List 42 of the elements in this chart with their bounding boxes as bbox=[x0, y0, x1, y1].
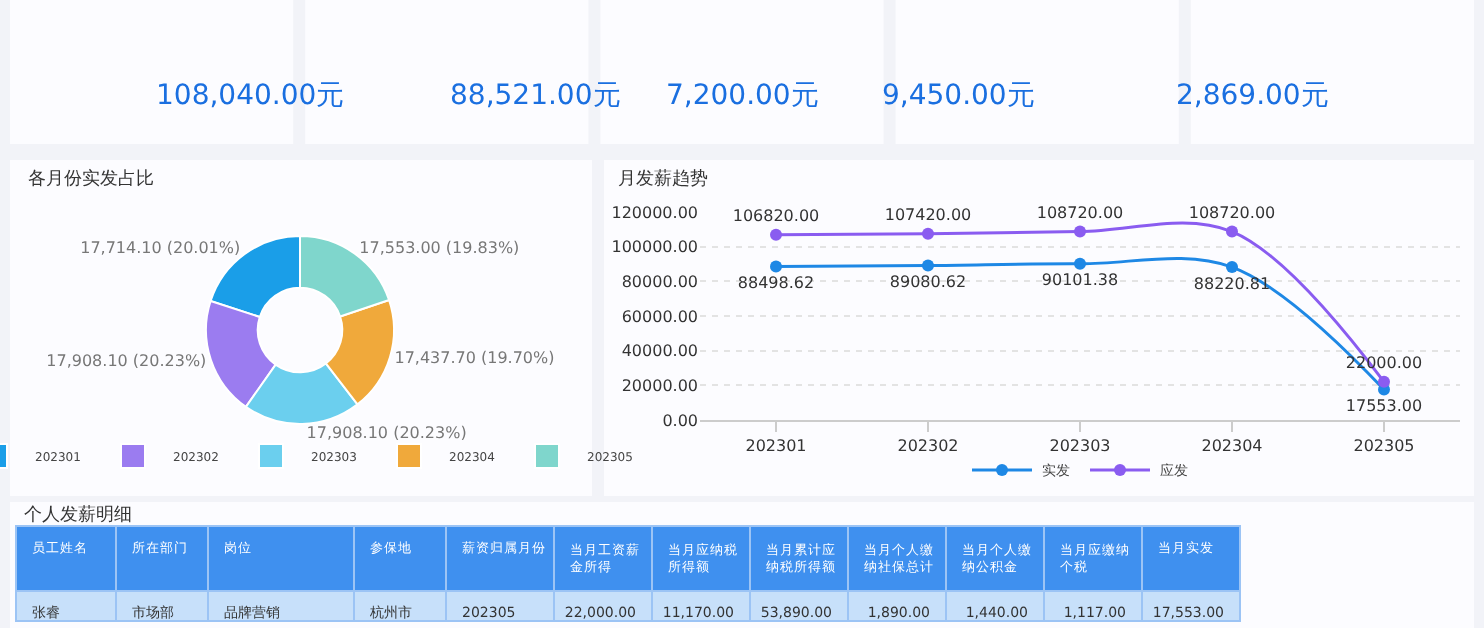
y-tick-label: 0.00 bbox=[662, 411, 698, 430]
data-label: 17,908.10 (20.23%) bbox=[46, 351, 207, 370]
point bbox=[770, 260, 782, 273]
x-tick-label: 202303 bbox=[1049, 437, 1111, 456]
data-label: 106820.00 bbox=[732, 207, 820, 226]
data-label: 108720.00 bbox=[1036, 204, 1124, 223]
x-tick-label: 202304 bbox=[1201, 437, 1263, 456]
text: 9,450.00元 bbox=[882, 80, 1035, 112]
y-tick-label: 100000.00 bbox=[611, 238, 698, 257]
data-label: 88498.62 bbox=[737, 274, 815, 293]
text: 108,040.00元 bbox=[156, 80, 345, 112]
data-label: 17,908.10 (20.23%) bbox=[306, 423, 467, 442]
point bbox=[1074, 225, 1086, 238]
data-label: 17553.00 bbox=[1345, 397, 1423, 416]
x-tick-label: 202301 bbox=[745, 437, 807, 456]
y-tick-label: 120000.00 bbox=[611, 203, 698, 222]
y-tick-label: 20000.00 bbox=[621, 376, 698, 395]
y-tick-label: 40000.00 bbox=[621, 342, 698, 361]
point bbox=[1226, 261, 1238, 274]
data-label: 107420.00 bbox=[884, 206, 972, 225]
point bbox=[922, 227, 934, 240]
text: 个人发薪明细 bbox=[24, 504, 132, 526]
x-tick-label: 202305 bbox=[1353, 437, 1415, 456]
data-label: 90101.38 bbox=[1041, 271, 1119, 290]
data-label: 17,553.00 (19.83%) bbox=[359, 238, 520, 257]
data-label: 17,437.70 (19.70%) bbox=[394, 348, 555, 367]
data-label: 17,714.10 (20.01%) bbox=[80, 239, 241, 258]
point bbox=[1074, 257, 1086, 270]
point bbox=[1226, 225, 1238, 238]
chart-title: 月发薪趋势 bbox=[618, 168, 708, 190]
y-tick-label: 60000.00 bbox=[621, 307, 698, 326]
point bbox=[1378, 375, 1390, 388]
chart-title: 各月份实发占比 bbox=[28, 168, 154, 190]
data-label: 108720.00 bbox=[1188, 204, 1276, 223]
y-tick-label: 80000.00 bbox=[621, 272, 698, 291]
text: 2,869.00元 bbox=[1176, 80, 1329, 112]
x-tick-label: 202302 bbox=[897, 437, 959, 456]
text: 7,200.00元 bbox=[666, 80, 819, 112]
point bbox=[922, 259, 934, 272]
data-label: 89080.62 bbox=[889, 273, 967, 292]
text: 88,521.00元 bbox=[450, 80, 621, 112]
point bbox=[770, 228, 782, 241]
